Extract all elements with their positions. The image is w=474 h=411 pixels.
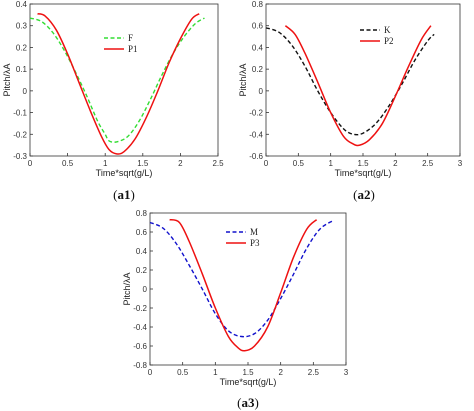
x-axis-label: Time*sqrt(g/L) — [220, 377, 277, 387]
legend-label-k: K — [384, 25, 391, 35]
caption-paren-open: ( — [113, 187, 117, 202]
x-tick-label: 3 — [344, 368, 349, 377]
y-tick-label: 0.6 — [136, 228, 148, 237]
legend-label-p1: P1 — [128, 44, 138, 54]
x-tick-label: 0.5 — [293, 159, 305, 168]
series-line-m — [149, 220, 334, 338]
y-tick-label: 0.8 — [252, 0, 264, 9]
y-tick-label: -0.4 — [249, 130, 263, 139]
y-tick-label: 0.8 — [136, 209, 148, 218]
series-line-f — [29, 17, 205, 143]
x-axis-label: Time*sqrt(g/L) — [96, 168, 153, 178]
y-axis-label: Pitch/λA — [2, 63, 12, 96]
caption-paren-open: ( — [237, 395, 241, 410]
y-tick-label: 0 — [259, 87, 264, 96]
x-tick-label: 1.5 — [242, 368, 254, 377]
legend-label-f: F — [128, 33, 133, 43]
x-tick-label: 2.5 — [212, 159, 224, 168]
x-tick-label: 1.5 — [357, 159, 369, 168]
caption-label: a1 — [118, 187, 131, 202]
y-tick-label: -0.2 — [13, 130, 27, 139]
y-tick-label: -0.1 — [13, 109, 27, 118]
caption-paren-close: ) — [131, 187, 135, 202]
y-tick-label: 0.3 — [16, 22, 28, 31]
x-tick-label: 3 — [458, 159, 463, 168]
x-tick-label: 1 — [103, 159, 108, 168]
subplot-a3: 0 0.5 1 1.5 2 2.5 3 -0.8 -0.6 -0.4 -0.2 0 0.2 0.4 0.6 0… — [122, 209, 349, 410]
y-tick-label: 0.2 — [136, 266, 148, 275]
y-axis-label: Pitch/λA — [122, 272, 132, 305]
y-tick-label: -0.6 — [249, 152, 263, 161]
subplot-caption: (a3) — [237, 395, 259, 410]
x-tick-label: 1 — [328, 159, 333, 168]
y-tick-label: 0.4 — [252, 43, 264, 52]
x-tick-label: 2 — [278, 368, 283, 377]
y-tick-label: 0.6 — [252, 22, 264, 31]
y-tick-label: 0 — [23, 87, 28, 96]
y-tick-label: -0.8 — [133, 361, 147, 370]
y-tick-label: -0.3 — [13, 152, 27, 161]
y-tick-label: 0.4 — [16, 0, 28, 9]
subplot-a2: 0 0.5 1 1.5 2 2.5 3 -0.6 -0.4 -0.2 0 0.2 0.4 0.6 0.8 Ti… — [238, 0, 463, 202]
caption-paren-close: ) — [371, 187, 375, 202]
x-tick-label: 2 — [178, 159, 183, 168]
series-line-p2 — [284, 25, 432, 147]
series-line-p3 — [169, 218, 318, 352]
y-tick-label: -0.2 — [249, 109, 263, 118]
x-tick-label: 1.5 — [137, 159, 149, 168]
legend-label-p3: P3 — [250, 238, 260, 248]
x-axis-label: Time*sqrt(g/L) — [335, 168, 392, 178]
plot-frame — [149, 212, 347, 366]
x-tick-label: 0 — [264, 159, 269, 168]
y-tick-label: -0.2 — [133, 304, 147, 313]
x-tick-label: 0 — [28, 159, 33, 168]
y-tick-label: 0.1 — [16, 65, 28, 74]
x-tick-label: 2.5 — [422, 159, 434, 168]
x-tick-label: 0.5 — [62, 159, 74, 168]
subplot-caption: (a2) — [353, 187, 375, 202]
y-tick-label: 0.4 — [136, 247, 148, 256]
legend-label-p2: P2 — [384, 36, 394, 46]
series-line-p1 — [37, 13, 200, 155]
caption-paren-close: ) — [255, 395, 259, 410]
y-axis-label: Pitch/λA — [238, 63, 248, 96]
caption-paren-open: ( — [353, 187, 357, 202]
subplot-a1: 0 0.5 1 1.5 2 2.5 -0.3 -0.2 -0.1 0 0.1 0.2 0.3 0.4 Tim… — [2, 0, 224, 202]
plot-frame — [29, 3, 219, 157]
subplot-caption: (a1) — [113, 187, 135, 202]
series-line-k — [265, 27, 435, 136]
x-tick-label: 2.5 — [308, 368, 320, 377]
x-tick-label: 1 — [213, 368, 218, 377]
caption-label: a2 — [358, 187, 371, 202]
y-tick-label: 0.2 — [16, 43, 28, 52]
y-tick-label: 0 — [143, 285, 148, 294]
legend-label-m: M — [250, 227, 258, 237]
x-tick-label: 0 — [148, 368, 153, 377]
caption-label: a3 — [242, 395, 256, 410]
y-tick-label: -0.6 — [133, 342, 147, 351]
x-tick-label: 0.5 — [177, 368, 189, 377]
y-tick-label: 0.2 — [252, 65, 264, 74]
x-tick-label: 2 — [393, 159, 398, 168]
y-tick-label: -0.4 — [133, 323, 147, 332]
